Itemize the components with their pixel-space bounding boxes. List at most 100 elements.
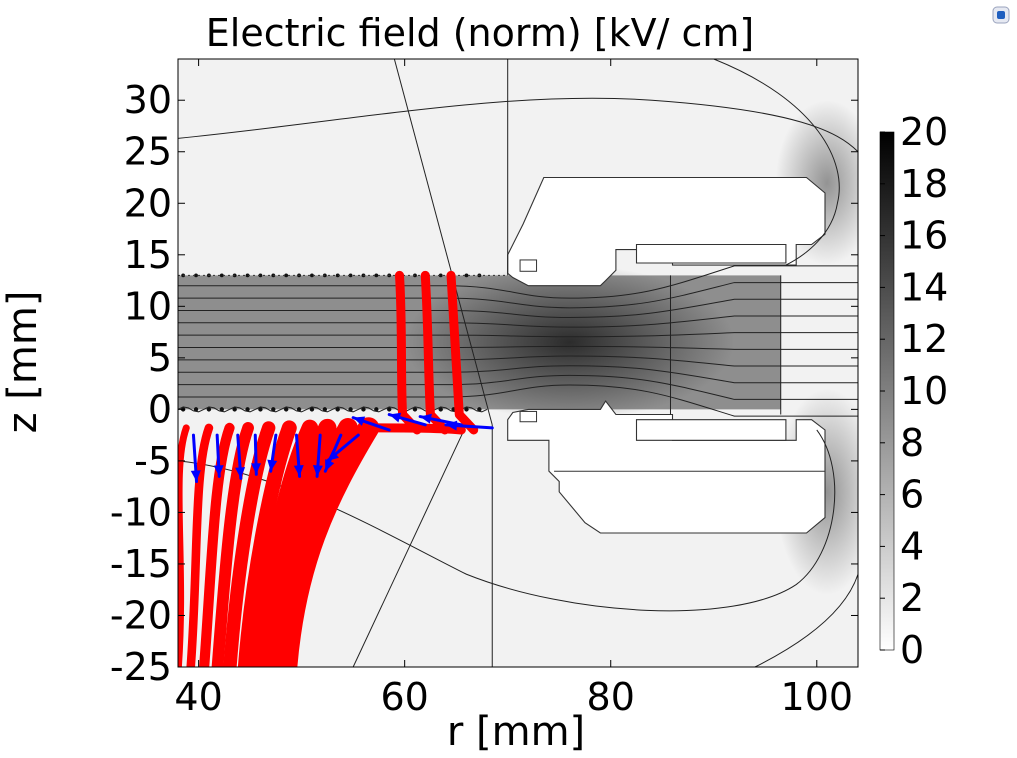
equipotential-contour: [754, 574, 858, 667]
particle-trajectory: [446, 270, 479, 435]
particle-trajectory: [186, 423, 214, 667]
upper-small-tab: [519, 259, 538, 272]
velocity-arrow-head: [235, 467, 246, 479]
y-tick-label: 0: [148, 387, 172, 431]
colorbar-tick-label: 14: [900, 265, 948, 309]
field-line: [178, 384, 858, 417]
velocity-arrow-head: [420, 413, 432, 424]
surface-field-spot: [322, 407, 328, 412]
particle-trajectory: [250, 419, 319, 667]
surface-field-spot: [348, 273, 353, 278]
surface-field-spot: [438, 273, 443, 278]
particle-trajectory: [178, 424, 190, 667]
arrow-layer: [190, 412, 494, 484]
surface-field-spot: [361, 407, 366, 412]
y-tick-label: 30: [124, 78, 172, 122]
surface-field-spot: [258, 273, 263, 278]
field-line: [178, 332, 858, 338]
surface-field-spot: [374, 273, 379, 278]
field-line: [178, 315, 858, 328]
surface-field-spot: [245, 273, 250, 278]
particle-trajectory: [395, 270, 422, 435]
y-tick-label: 5: [148, 336, 172, 380]
field-line: [178, 298, 858, 318]
x-tick-label: 80: [587, 675, 635, 719]
surface-field-spot: [335, 407, 340, 412]
velocity-arrow-head: [327, 450, 339, 461]
surface-field-spot: [387, 407, 392, 412]
y-tick-label: -20: [110, 593, 172, 637]
field-line: [178, 345, 858, 350]
y-axis-label: z [mm]: [0, 291, 46, 434]
colorbar-tick-label: 16: [900, 214, 948, 258]
surface-field-spot: [296, 407, 302, 412]
app-logo-icon: [992, 6, 1010, 24]
electrode-layer: [507, 176, 826, 534]
field-line: [178, 265, 858, 299]
particle-trajectory: [275, 417, 380, 667]
surface-field-spot: [412, 407, 418, 412]
boundary-line: [393, 59, 493, 425]
colorbar-tick-label: 10: [900, 369, 948, 413]
surface-field-spot: [206, 407, 212, 412]
particle-trajectory: [211, 422, 254, 667]
colorbar-tick-label: 4: [900, 524, 924, 568]
particle-trajectory: [237, 420, 297, 667]
colorbar-tick-label: 0: [900, 628, 924, 672]
y-tick-label: 10: [124, 284, 172, 328]
velocity-arrow-head: [445, 420, 458, 431]
surface-field-spot: [284, 273, 289, 278]
surface-field-spot: [477, 407, 482, 412]
x-axis-label: r [mm]: [447, 709, 585, 755]
lower-electrode-body: [507, 400, 826, 534]
field-line: [178, 374, 858, 400]
velocity-arrow-head: [353, 416, 366, 426]
colorbar-tick-label: 2: [900, 576, 924, 620]
colorbar-tick-label: 18: [900, 162, 948, 206]
velocity-arrow-head: [190, 470, 201, 482]
x-tick-label: 100: [781, 675, 854, 719]
particle-trajectory: [199, 422, 235, 667]
equipotential-contour: [713, 59, 840, 266]
y-tick-label: 20: [124, 181, 172, 225]
surface-field-spot: [283, 407, 289, 412]
upper-inner-step: [635, 243, 787, 264]
surface-field-spot: [335, 273, 340, 278]
colorbar-tick-label: 20: [900, 110, 948, 154]
particle-trajectory: [223, 421, 276, 667]
boundary-line: [352, 424, 467, 667]
surface-field-spot: [193, 407, 199, 412]
x-tick-label: 40: [174, 675, 222, 719]
surface-field-spot: [219, 273, 224, 278]
x-axis: 40 60 80 100: [174, 59, 853, 719]
velocity-arrow-head: [267, 459, 278, 472]
surface-field-spot: [271, 407, 276, 412]
surface-field-spot: [194, 273, 198, 278]
velocity-arrow-head: [389, 412, 402, 423]
chart-title: Electric field (norm) [kV/ cm]: [206, 11, 754, 55]
particle-trajectory: [420, 270, 450, 435]
y-tick-label: -25: [110, 645, 172, 689]
surface-field-spot: [374, 407, 379, 412]
surface-field-spot: [348, 407, 353, 412]
surface-field-spot: [258, 407, 263, 412]
velocity-arrow-head: [312, 465, 323, 477]
velocity-arrow-head: [251, 463, 261, 475]
field-line: [178, 355, 858, 367]
colorbar-tick-label: 6: [900, 473, 924, 517]
velocity-arrow-head: [213, 465, 224, 477]
velocity-arrow-head: [293, 465, 304, 477]
y-tick-label: -10: [110, 490, 172, 534]
surface-field-spot: [464, 273, 469, 278]
field-line: [178, 365, 858, 384]
contour-layer: [178, 59, 858, 667]
surface-field-spot: [219, 407, 224, 412]
plot-frame: [177, 58, 859, 668]
surface-field-spot: [245, 407, 250, 412]
lower-small-tab: [519, 410, 538, 423]
y-tick-label: 25: [124, 130, 172, 174]
